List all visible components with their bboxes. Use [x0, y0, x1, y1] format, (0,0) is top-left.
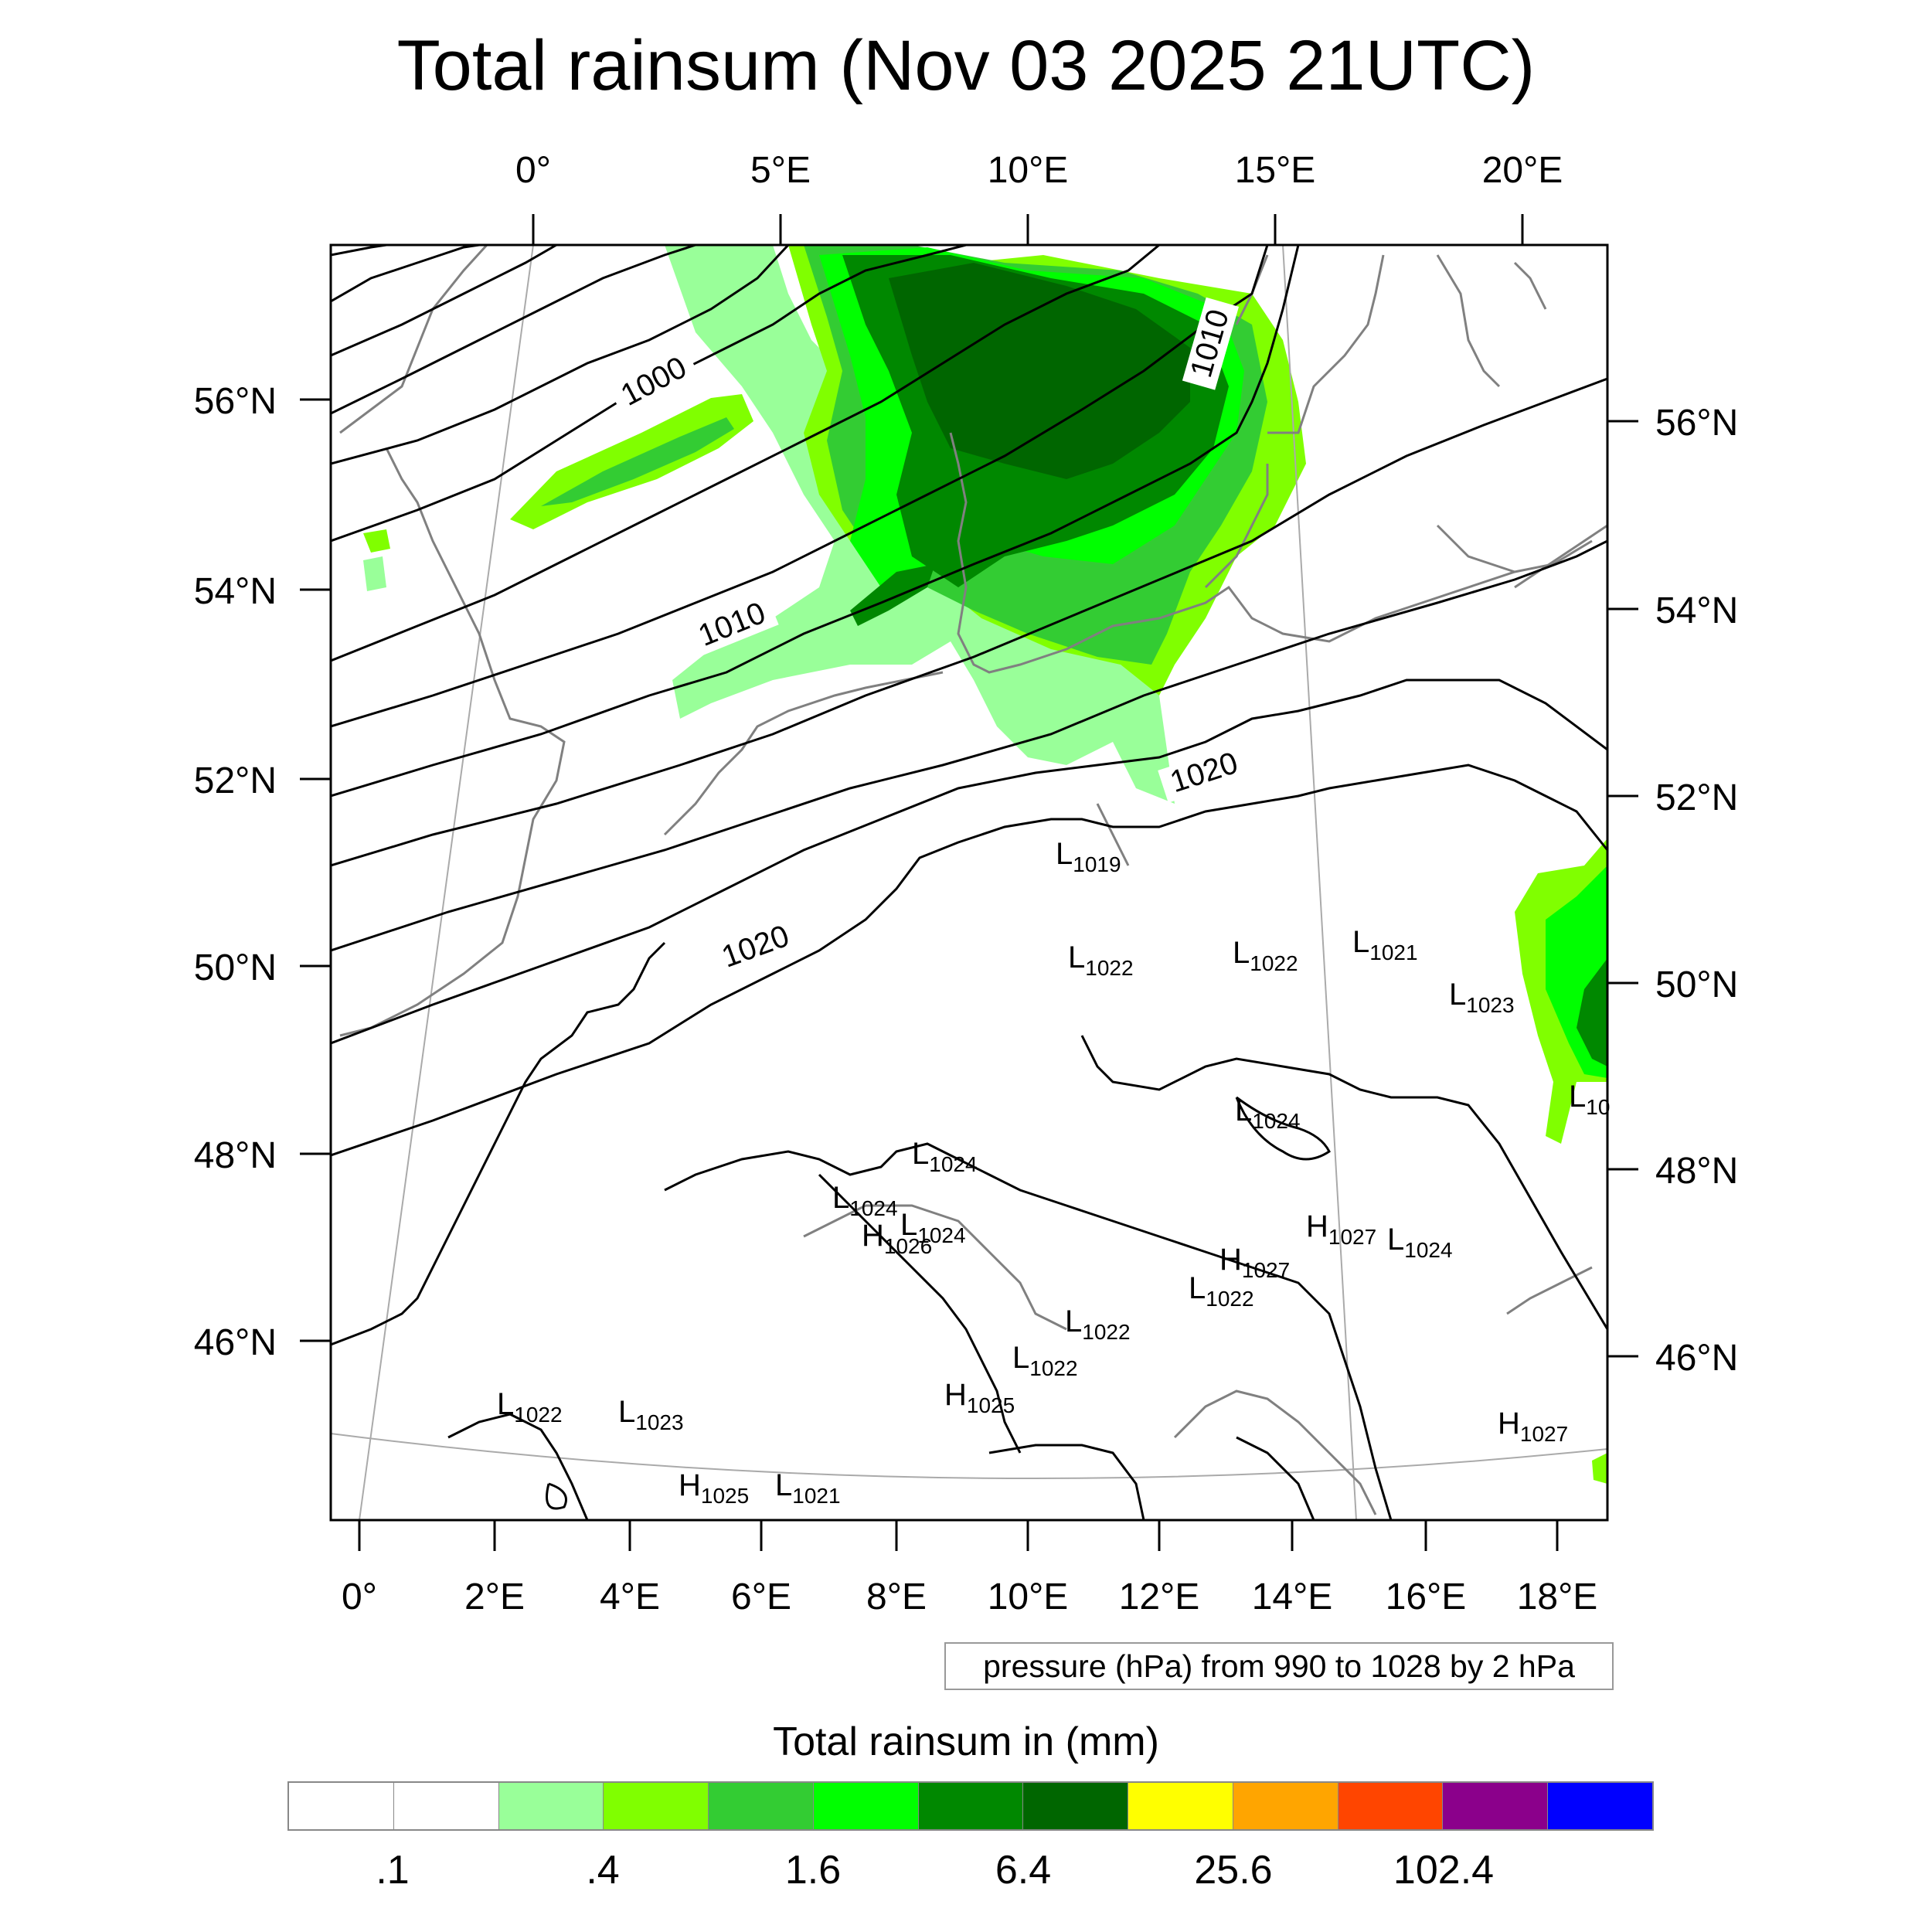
rain-patch-west: [363, 529, 390, 553]
colorbar-swatch: [918, 1783, 1024, 1829]
rain-patch-southeast: [1592, 1453, 1607, 1484]
right-lat-label: 48°N: [1655, 1151, 1738, 1192]
bottom-lon-label: 6°E: [731, 1577, 791, 1617]
colorbar-swatch: [604, 1783, 709, 1829]
bottom-lon-label: 0°: [342, 1577, 377, 1617]
bottom-lon-label: 14°E: [1252, 1577, 1333, 1617]
pressure-center: L1024: [900, 1208, 966, 1247]
top-lon-label: 10°E: [988, 150, 1069, 191]
colorbar: [287, 1781, 1654, 1831]
left-lat-label: 50°N: [194, 947, 277, 988]
right-lat-label: 50°N: [1655, 964, 1738, 1005]
pressure-center: L1024: [832, 1181, 898, 1220]
top-lon-label: 15°E: [1235, 150, 1316, 191]
left-lat-label: 46°N: [194, 1322, 277, 1363]
top-lon-label: 5°E: [750, 150, 811, 191]
pressure-center: H1026: [862, 1219, 932, 1258]
right-lat-label: 52°N: [1655, 777, 1738, 818]
pressure-center: L1023: [1449, 978, 1515, 1017]
colorbar-title: Total rainsum in (mm): [773, 1719, 1159, 1764]
pressure-center: L1024: [912, 1137, 978, 1176]
pressure-legend-note: pressure (hPa) from 990 to 1028 by 2 hPa: [944, 1642, 1614, 1690]
map-frame: [329, 243, 1609, 1522]
colorbar-swatch: [1338, 1783, 1444, 1829]
axis-ticks: [300, 214, 1638, 1551]
bottom-longitude-labels: 0° 2°E 4°E 6°E 8°E 10°E 12°E 14°E 16°E 1…: [342, 1577, 1597, 1617]
bottom-lon-label: 10°E: [988, 1577, 1069, 1617]
graticule: [331, 245, 1607, 1520]
right-lat-label: 54°N: [1655, 590, 1738, 631]
pressure-center: L1022: [1065, 1304, 1131, 1344]
colorbar-swatch: [498, 1783, 604, 1829]
coastlines: [339, 245, 1607, 1515]
bottom-lon-label: 12°E: [1119, 1577, 1200, 1617]
pressure-center: L1019: [1056, 837, 1121, 876]
colorbar-swatch: [289, 1783, 394, 1829]
pressure-center: L1023: [618, 1395, 684, 1434]
colorbar-swatch: [1128, 1783, 1233, 1829]
left-lat-label: 54°N: [194, 571, 277, 612]
pressure-center: L1022: [1233, 936, 1298, 975]
bottom-lon-label: 2°E: [464, 1577, 525, 1617]
colorbar-tick-label: .1: [376, 1848, 410, 1893]
colorbar-tick-label: 102.4: [1393, 1848, 1495, 1893]
bottom-lon-label: 18°E: [1517, 1577, 1598, 1617]
isobar-label: 1000: [615, 350, 692, 413]
pressure-center: H1027: [1306, 1209, 1376, 1249]
pressure-centers: L1019 L1022 L1022 L1021 L1023 L1024 L102…: [497, 837, 1610, 1508]
pressure-center: L1021: [1352, 925, 1418, 964]
pressure-center: H1027: [1219, 1243, 1290, 1282]
pressure-center: H1025: [944, 1378, 1015, 1417]
rain-area-heavy-band: [850, 564, 935, 626]
pressure-center: L1022: [1068, 940, 1134, 980]
pressure-center: L1024: [1235, 1094, 1301, 1133]
pressure-center: L10: [1569, 1080, 1610, 1119]
left-latitude-labels: 56°N 54°N 52°N 50°N 48°N 46°N: [194, 381, 277, 1363]
pressure-center: L1022: [1189, 1271, 1254, 1311]
bottom-lon-label: 8°E: [866, 1577, 927, 1617]
right-lat-label: 56°N: [1655, 403, 1738, 444]
left-lat-label: 52°N: [194, 760, 277, 801]
isobar-label: 1020: [717, 919, 794, 975]
colorbar-swatch: [1443, 1783, 1549, 1829]
colorbar-tick-label: 1.6: [784, 1848, 842, 1893]
colorbar-swatch: [709, 1783, 814, 1829]
rain-patch-west-2: [363, 556, 386, 591]
bottom-lon-label: 4°E: [600, 1577, 660, 1617]
rain-area-very-heavy: [889, 263, 1190, 479]
right-latitude-labels: 56°N 54°N 52°N 50°N 48°N 46°N: [1655, 403, 1738, 1379]
colorbar-tick-label: 25.6: [1194, 1848, 1273, 1893]
colorbar-swatch: [1023, 1783, 1129, 1829]
pressure-center: H1025: [679, 1468, 749, 1508]
colorbar-swatch: [1548, 1783, 1652, 1829]
top-lon-label: 20°E: [1482, 150, 1563, 191]
rain-area-east-heavy: [1577, 958, 1607, 1066]
top-longitude-labels: 0° 5°E 10°E 15°E 20°E: [515, 150, 1563, 191]
pressure-center: L1021: [775, 1468, 841, 1508]
bottom-lon-label: 16°E: [1386, 1577, 1467, 1617]
left-lat-label: 56°N: [194, 381, 277, 422]
map-title: Total rainsum (Nov 03 2025 21UTC): [396, 26, 1536, 105]
colorbar-tick-label: 6.4: [995, 1848, 1052, 1893]
pressure-center: H1027: [1498, 1406, 1568, 1446]
colorbar-swatch: [813, 1783, 919, 1829]
left-lat-label: 48°N: [194, 1135, 277, 1176]
pressure-center: L1022: [1012, 1341, 1078, 1380]
rain-area-light: [665, 245, 1175, 804]
rainfall-shading: [363, 245, 1607, 1484]
isobar-label: 1020: [1166, 746, 1242, 799]
top-lon-label: 0°: [515, 150, 551, 191]
pressure-center: L1022: [497, 1387, 563, 1427]
colorbar-ticks: .1 .4 1.6 6.4 25.6 102.4: [0, 1847, 1932, 1901]
pressure-center: L1024: [1387, 1223, 1453, 1262]
colorbar-swatch: [393, 1783, 499, 1829]
right-lat-label: 46°N: [1655, 1338, 1738, 1379]
colorbar-swatch: [1233, 1783, 1338, 1829]
rain-streak-inner: [541, 417, 734, 506]
colorbar-tick-label: .4: [586, 1848, 620, 1893]
isobars: [331, 245, 1607, 1520]
